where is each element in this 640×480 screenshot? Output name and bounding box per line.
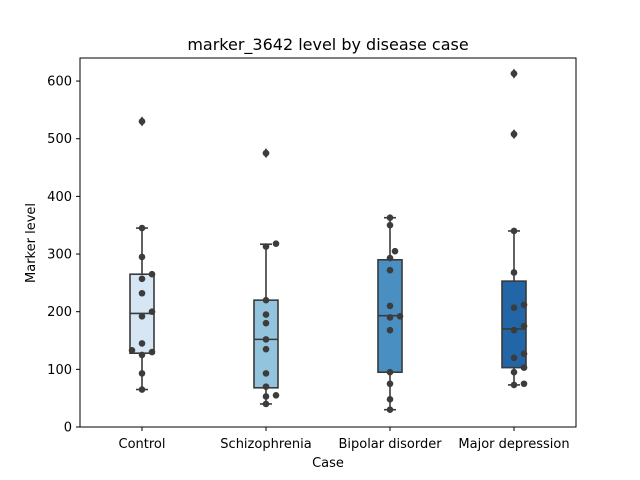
data-point [262, 319, 270, 327]
data-point [510, 354, 518, 362]
data-point [272, 391, 280, 399]
data-point [148, 308, 156, 315]
x-axis-label: Case [312, 456, 344, 471]
data-point [138, 313, 146, 320]
data-point [262, 345, 270, 353]
data-point [396, 313, 404, 320]
y-tick-label: 100 [47, 363, 72, 378]
y-tick-label: 600 [47, 75, 72, 90]
data-point [148, 348, 156, 356]
data-point [386, 396, 394, 403]
data-point [386, 368, 394, 376]
data-point [510, 269, 518, 276]
data-point [520, 322, 528, 330]
data-point [520, 301, 528, 309]
data-point [510, 326, 518, 334]
y-tick-label: 200 [47, 305, 72, 320]
y-axis-label: Marker level [24, 203, 39, 283]
data-point [510, 130, 518, 138]
data-point [386, 326, 394, 334]
data-point [386, 380, 394, 388]
data-point [272, 240, 280, 247]
box-group [253, 148, 280, 408]
data-point [510, 70, 518, 77]
data-point [520, 350, 528, 358]
x-tick-label: Schizophrenia [220, 437, 311, 452]
y-tick-label: 500 [47, 132, 72, 147]
box-group [377, 214, 404, 414]
data-point [262, 243, 270, 250]
data-point [386, 214, 394, 222]
chart-title: marker_3642 level by disease case [187, 35, 468, 55]
data-point [138, 289, 146, 297]
data-point [262, 383, 270, 390]
plot-area: 0 100 200 300 400 500 600 Control Schizophrenia B… [47, 68, 570, 452]
box-group [128, 116, 156, 393]
data-point [386, 266, 394, 274]
data-point [138, 370, 146, 377]
data-point [386, 302, 394, 310]
data-point [148, 270, 156, 278]
data-point [510, 368, 518, 376]
data-point [510, 304, 518, 311]
data-point [386, 314, 394, 321]
data-point [262, 393, 270, 400]
y-tick-label: 300 [47, 248, 72, 263]
data-point [262, 400, 270, 408]
data-point [262, 296, 270, 304]
data-point [386, 406, 394, 414]
data-point [138, 253, 146, 261]
data-point [262, 370, 270, 377]
data-point [386, 254, 394, 262]
plot-frame [79, 57, 577, 428]
data-point [520, 364, 528, 371]
x-tick-label: Bipolar disorder [338, 437, 442, 452]
data-point [138, 275, 146, 283]
x-tick-label: Major depression [458, 437, 569, 452]
data-point [138, 118, 146, 125]
y-tick-label: 0 [64, 421, 72, 436]
box-group [501, 68, 528, 389]
data-point [262, 149, 270, 157]
data-point [262, 311, 270, 318]
data-point [138, 340, 146, 347]
data-point [138, 386, 146, 393]
data-point [386, 221, 394, 229]
data-point [128, 347, 136, 354]
data-point [391, 247, 399, 255]
data-point [510, 381, 518, 389]
data-point [520, 380, 528, 388]
y-tick-label: 400 [47, 190, 72, 205]
data-point [138, 351, 146, 359]
data-point [262, 336, 270, 343]
data-point [138, 224, 146, 232]
data-point [510, 227, 518, 235]
x-tick-label: Control [119, 437, 166, 452]
